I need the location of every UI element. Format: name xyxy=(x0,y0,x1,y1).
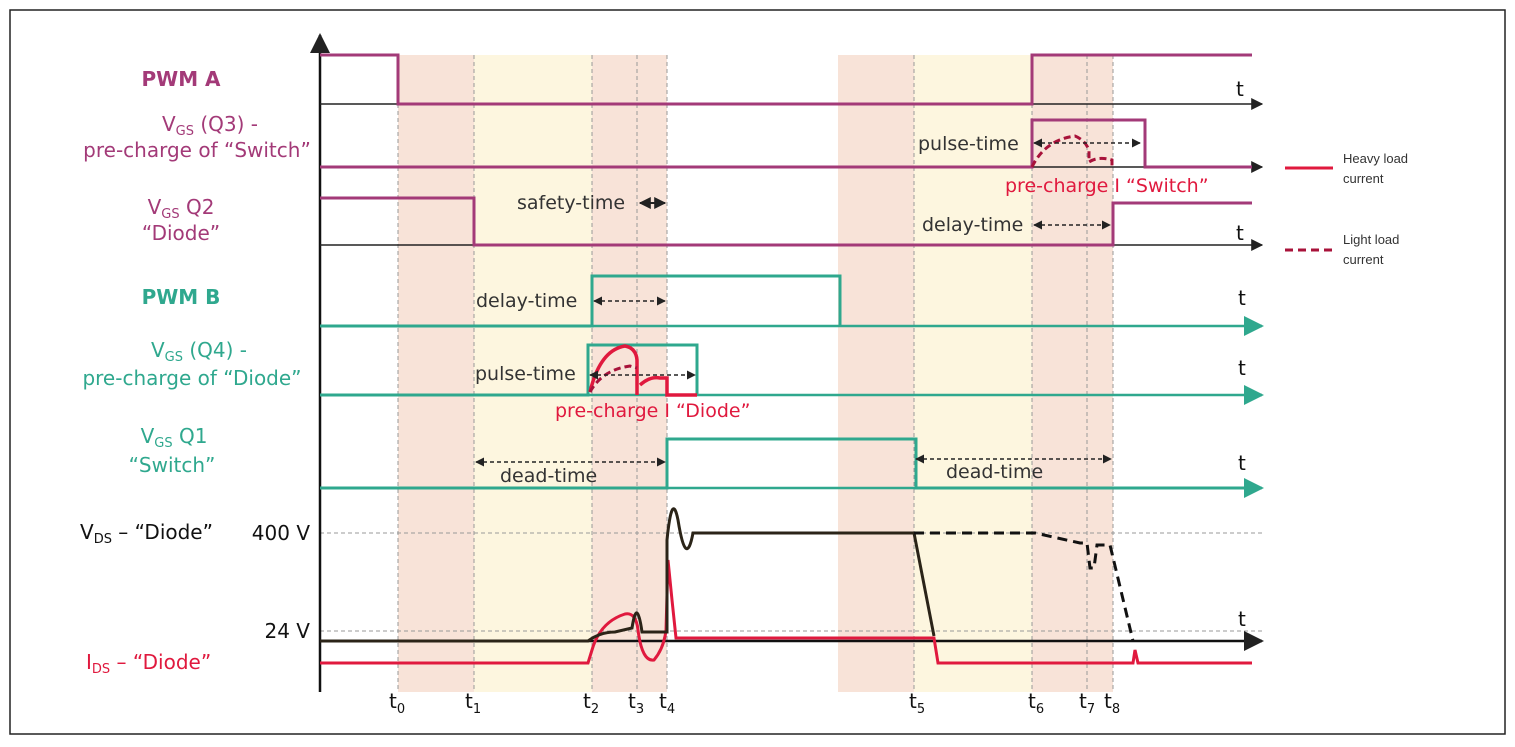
label-vgs-q3: VGS (Q3) - xyxy=(162,112,258,139)
annotation-pulse-time-a: pulse-time xyxy=(918,133,1019,155)
legend-light-label-1: Light load xyxy=(1343,232,1399,247)
label-vgs-q3-line2: pre-charge of “Switch” xyxy=(83,138,311,162)
legend-heavy-label-2: current xyxy=(1343,171,1384,186)
annotation-pulse-time-b: pulse-time xyxy=(475,363,576,385)
waveform-vgs-q3 xyxy=(320,118,1252,169)
label-vgs-q2: VGS Q2 xyxy=(148,195,215,222)
time-marker-labels: t0 t1 t2 t3 t4 t5 t6 t7 t8 xyxy=(389,689,1120,717)
region-t2-t4 xyxy=(592,55,667,692)
region-t1-t2 xyxy=(474,55,592,692)
waveform-vgs-q2 xyxy=(320,196,1252,247)
figure-border xyxy=(9,9,1506,735)
waveform-vds xyxy=(320,507,936,643)
svg-text:t3: t3 xyxy=(628,689,644,717)
waveform-pwm-b xyxy=(320,274,842,328)
annotation-delay-time-b: delay-time xyxy=(476,290,577,312)
annotation-delay-time-a: delay-time xyxy=(922,214,1023,236)
annotation-precharge-diode: pre-charge I “Diode” xyxy=(555,400,750,422)
annotation-dead-time-1: dead-time xyxy=(500,465,597,487)
legend-heavy-label-1: Heavy load xyxy=(1343,151,1408,166)
label-vgs-q4: VGS (Q4) - xyxy=(151,338,247,365)
label-ids: IDS – “Diode” xyxy=(86,650,211,677)
waveform-pwm-a xyxy=(320,53,1252,106)
waveform-vds-light xyxy=(914,531,1135,642)
region-pre-t5 xyxy=(838,55,914,692)
label-400v: 400 V xyxy=(252,521,311,545)
annotation-arrows xyxy=(475,138,1141,467)
region-t0-t1 xyxy=(398,55,474,692)
svg-text:t: t xyxy=(1238,286,1246,310)
annotation-precharge-switch: pre-charge I “Switch” xyxy=(1005,175,1209,197)
svg-text:t2: t2 xyxy=(583,689,599,717)
label-pwm-a: PWM A xyxy=(141,67,221,91)
waveform-vgs-q1 xyxy=(320,437,1252,490)
label-pwm-b: PWM B xyxy=(142,285,221,309)
annotation-safety-time: safety-time xyxy=(517,192,625,214)
waveform-vgs-q4 xyxy=(320,343,699,397)
svg-text:t: t xyxy=(1236,221,1244,245)
shaded-regions xyxy=(398,55,1113,692)
label-vgs-q2-line2: “Diode” xyxy=(142,221,220,245)
legend: Heavy load current Light load current xyxy=(1285,151,1408,267)
svg-text:t: t xyxy=(1238,607,1246,631)
svg-text:t5: t5 xyxy=(909,689,925,717)
axis-t-labels: t t t t t t xyxy=(1236,77,1246,631)
svg-text:t0: t0 xyxy=(389,689,405,717)
label-vgs-q1-line2: “Switch” xyxy=(129,453,216,477)
region-t6-t8 xyxy=(1032,55,1113,692)
label-24v: 24 V xyxy=(265,619,311,643)
label-vgs-q1: VGS Q1 xyxy=(141,424,208,451)
region-t5-t6 xyxy=(914,55,1032,692)
legend-light-label-2: current xyxy=(1343,252,1384,267)
svg-text:t1: t1 xyxy=(465,689,481,717)
svg-text:t: t xyxy=(1238,451,1246,475)
svg-text:t: t xyxy=(1236,77,1244,101)
label-vgs-q4-line2: pre-charge of “Diode” xyxy=(82,366,301,390)
svg-text:t: t xyxy=(1238,356,1246,380)
annotation-dead-time-2: dead-time xyxy=(946,461,1043,483)
label-vds: VDS – “Diode” xyxy=(80,520,213,547)
svg-text:t6: t6 xyxy=(1028,689,1044,717)
svg-text:t8: t8 xyxy=(1104,689,1120,717)
svg-text:t7: t7 xyxy=(1079,689,1095,717)
svg-text:t4: t4 xyxy=(659,689,675,717)
